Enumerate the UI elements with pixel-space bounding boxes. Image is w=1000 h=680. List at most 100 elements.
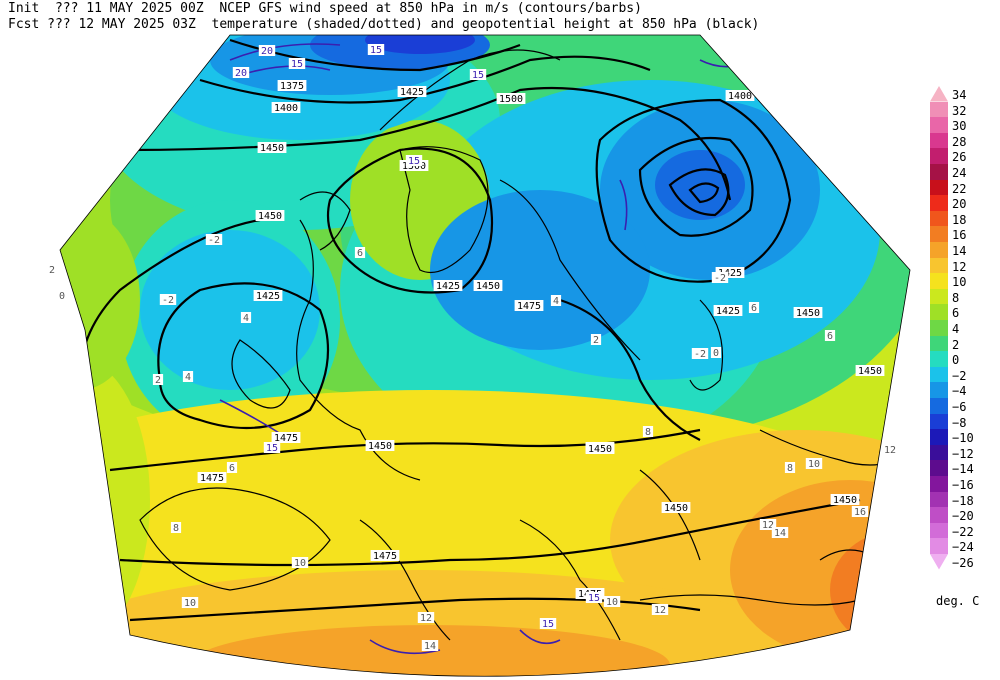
colorbar-unit-label: deg. C — [936, 594, 980, 608]
colorbar-swatch — [930, 210, 948, 227]
colorbar-label: −8 — [952, 415, 967, 430]
colorbar-swatch — [930, 242, 948, 258]
colorbar-swatch — [930, 304, 948, 320]
wind-label: 15 — [266, 443, 278, 454]
temperature-label-bg — [759, 519, 777, 530]
colorbar-swatch — [930, 148, 948, 164]
temperature-label-bg — [748, 302, 760, 313]
wind-label: 15 — [588, 593, 600, 604]
height-label-bg — [253, 290, 283, 301]
colorbar-level: −2 — [930, 366, 990, 383]
height-label-bg — [271, 102, 301, 113]
temperature-label-bg — [417, 612, 435, 623]
wind-label: 20 — [235, 68, 247, 79]
temperature-label: -2 — [714, 273, 726, 284]
colorbar-level: −26 — [930, 554, 990, 570]
colorbar-swatch — [930, 413, 948, 430]
temperature-label: 10 — [606, 597, 618, 608]
colorbar-label: 12 — [952, 259, 967, 274]
temperature-label-bg — [651, 604, 669, 615]
temperature-label: 0 — [59, 291, 65, 302]
temperature-label: -2 — [694, 349, 706, 360]
height-label-bg — [855, 365, 885, 376]
temperature-label-bg — [710, 347, 722, 358]
colorbar-level: −18 — [930, 491, 990, 508]
temperature-label: 6 — [357, 248, 363, 259]
colorbar-swatch — [930, 273, 948, 289]
colorbar-swatch — [930, 335, 948, 352]
height-label-bg — [725, 90, 755, 101]
height-label-bg — [255, 210, 285, 221]
colorbar-swatch — [930, 164, 948, 180]
temperature-label: 2 — [593, 335, 599, 346]
colorbar-label: 16 — [952, 228, 967, 243]
colorbar-label: 0 — [952, 353, 960, 368]
colorbar-swatch — [930, 476, 948, 492]
temperature-label: 8 — [645, 427, 651, 438]
colorbar-level: 2 — [930, 335, 990, 352]
temperature-label-bg — [691, 348, 709, 359]
colorbar-label: −2 — [952, 368, 967, 383]
temperature-label: 8 — [173, 523, 179, 534]
colorbar-swatch — [930, 101, 948, 118]
temperature-label-bg — [824, 330, 836, 341]
colorbar-swatch — [930, 179, 948, 196]
colorbar-label: 28 — [952, 134, 967, 149]
temperature-label-bg — [152, 374, 164, 385]
colorbar-label: −16 — [952, 478, 974, 492]
height-label-bg — [661, 502, 691, 513]
temperature-label-bg — [805, 458, 823, 469]
temperature-label-bg — [181, 597, 199, 608]
colorbar-label: 32 — [952, 103, 967, 118]
colorbar-level: −12 — [930, 444, 990, 461]
height-label: 1400 — [274, 103, 298, 114]
colorbar-level: −20 — [930, 507, 990, 523]
colorbar-level: 24 — [930, 164, 990, 180]
colorbar-level: −10 — [930, 429, 990, 445]
colorbar-swatch — [930, 538, 948, 554]
temperature-label: 0 — [713, 348, 719, 359]
colorbar-level: 8 — [930, 288, 990, 305]
colorbar-label: −10 — [952, 431, 974, 446]
wind-label: 15 — [542, 619, 554, 630]
height-label: 1425 — [436, 281, 460, 292]
temperature-label: 4 — [185, 372, 191, 383]
height-label: 1425 — [400, 87, 424, 98]
colorbar-level: −6 — [930, 398, 990, 414]
height-label-bg — [433, 280, 463, 291]
colorbar-label: 10 — [952, 275, 967, 290]
colorbar-label: 20 — [952, 197, 967, 212]
colorbar-swatch — [930, 382, 948, 398]
height-label: 1425 — [718, 268, 742, 279]
colorbar-level: 30 — [930, 117, 990, 133]
colorbar-level: 12 — [930, 257, 990, 274]
colorbar-label: 34 — [952, 88, 967, 102]
colorbar-label: 26 — [952, 150, 967, 165]
height-label: 1450 — [258, 211, 282, 222]
colorbar-level: 20 — [930, 195, 990, 211]
colorbar-swatch — [930, 195, 948, 211]
height-label-bg — [496, 93, 526, 104]
colorbar-swatch — [930, 117, 948, 133]
colorbar-label: −26 — [952, 556, 974, 570]
temperature-label: 4 — [553, 296, 559, 307]
geopotential-height-contours — [78, 38, 861, 622]
height-labels: 1425 1450 1450 1450 1425 1450 1475 1475 1475 1450… — [46, 44, 899, 652]
colorbar-label: 4 — [952, 322, 960, 336]
temperature-label-bg — [354, 247, 366, 258]
colorbar-swatch — [930, 460, 948, 476]
temperature-label-bg — [421, 640, 439, 651]
wind-label-bg — [258, 45, 276, 56]
colorbar-label: 18 — [952, 212, 967, 227]
wind-label-bg — [367, 44, 385, 55]
colorbar-label: −12 — [952, 446, 974, 461]
wind-label-bg — [288, 58, 306, 69]
colorbar-label: −4 — [952, 384, 967, 399]
wind-label-bg — [232, 67, 250, 78]
colorbar-label: 30 — [952, 119, 967, 134]
temperature-label-bg — [226, 462, 238, 473]
colorbar-label: 24 — [952, 166, 967, 180]
height-label: 1450 — [833, 495, 857, 506]
temperature-label-bg — [590, 334, 602, 345]
